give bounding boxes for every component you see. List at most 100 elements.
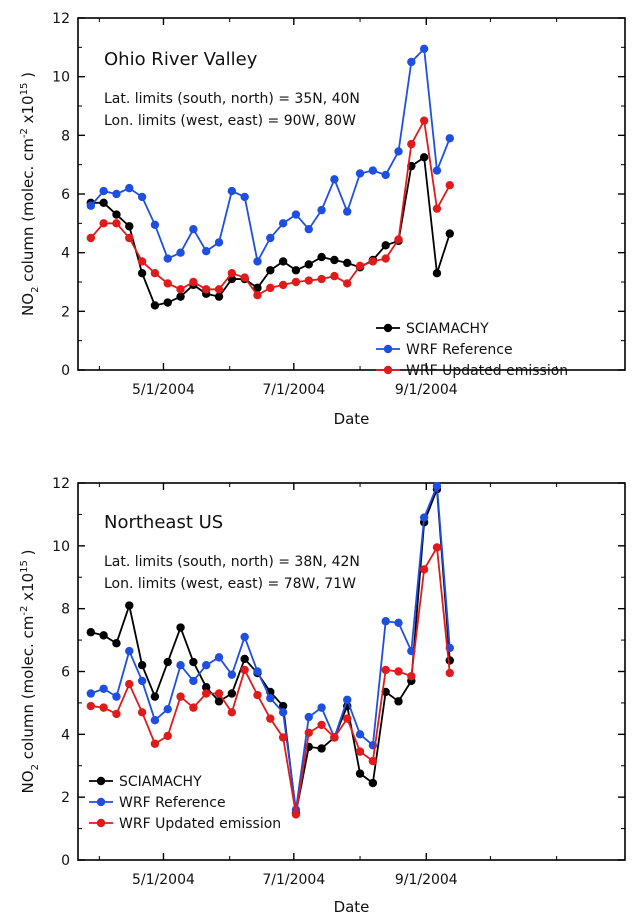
y-axis-label: NO2 column (molec. cm-2 x1015 ) bbox=[19, 72, 41, 316]
legend-marker bbox=[383, 323, 393, 333]
data-point bbox=[125, 601, 134, 610]
data-point bbox=[112, 639, 121, 648]
data-point bbox=[125, 679, 134, 689]
legend-marker bbox=[96, 776, 106, 786]
data-point bbox=[278, 280, 288, 290]
data-point bbox=[343, 207, 352, 216]
y-tick-label: 2 bbox=[61, 790, 70, 806]
data-point bbox=[304, 260, 313, 269]
data-point bbox=[330, 271, 339, 281]
data-point bbox=[99, 631, 108, 640]
y-tick-label: 8 bbox=[61, 602, 70, 618]
data-point bbox=[202, 661, 211, 670]
data-point bbox=[202, 689, 211, 698]
data-point bbox=[112, 210, 121, 219]
x-tick-label: 9/1/2004 bbox=[395, 382, 458, 398]
data-point bbox=[227, 708, 237, 717]
data-point bbox=[150, 715, 160, 725]
data-point bbox=[137, 192, 147, 202]
data-point bbox=[419, 565, 429, 574]
series-line bbox=[90, 46, 451, 265]
data-point bbox=[163, 279, 172, 288]
chart-annotation: Lon. limits (west, east) = 90W, 80W bbox=[104, 113, 356, 129]
data-point bbox=[343, 695, 352, 704]
data-point bbox=[330, 733, 339, 742]
data-point bbox=[317, 252, 326, 262]
data-point bbox=[214, 238, 224, 247]
data-point bbox=[266, 233, 275, 243]
data-point bbox=[317, 205, 326, 215]
x-tick-label: 7/1/2004 bbox=[262, 872, 325, 888]
data-point bbox=[381, 170, 390, 180]
data-point bbox=[112, 709, 121, 719]
data-point bbox=[266, 714, 275, 723]
legend-label: WRF Reference bbox=[119, 795, 226, 811]
y-tick-label: 4 bbox=[61, 727, 70, 743]
x-axis-label: Date bbox=[334, 410, 370, 428]
data-point bbox=[445, 134, 454, 143]
data-point bbox=[445, 656, 454, 665]
legend-label: SCIAMACHY bbox=[406, 321, 489, 337]
data-point bbox=[368, 257, 378, 266]
legend-marker bbox=[383, 365, 393, 375]
data-point bbox=[214, 292, 224, 301]
legend-label: SCIAMACHY bbox=[119, 774, 202, 790]
data-point bbox=[253, 690, 262, 700]
data-point bbox=[407, 672, 416, 681]
legend-label: WRF Updated emission bbox=[406, 363, 568, 379]
data-point bbox=[394, 147, 403, 156]
data-point bbox=[291, 210, 301, 219]
data-point bbox=[343, 714, 352, 723]
data-point bbox=[125, 183, 134, 193]
data-point bbox=[330, 175, 339, 184]
data-point bbox=[368, 756, 378, 766]
data-point bbox=[355, 730, 365, 739]
data-point bbox=[432, 543, 442, 552]
data-point bbox=[381, 254, 390, 263]
data-point bbox=[227, 670, 237, 679]
chart-panel-1: 0 2 4 6 8 10 12 5/1/2004 7/1/2004 9/1/2004 Date NO2… bbox=[19, 11, 626, 428]
y-tick-label: 8 bbox=[61, 128, 70, 144]
data-point bbox=[150, 739, 160, 748]
data-point bbox=[240, 654, 249, 664]
data-point bbox=[317, 703, 326, 712]
data-point bbox=[394, 697, 403, 706]
data-point bbox=[381, 665, 390, 675]
data-point bbox=[86, 233, 96, 243]
data-point bbox=[266, 283, 275, 293]
data-point bbox=[330, 255, 339, 265]
data-point bbox=[214, 689, 224, 698]
data-point bbox=[137, 661, 147, 670]
data-point bbox=[291, 266, 301, 275]
data-point bbox=[189, 703, 198, 712]
data-point bbox=[381, 617, 390, 626]
data-point bbox=[176, 692, 185, 701]
data-point bbox=[163, 298, 172, 307]
data-point bbox=[112, 219, 121, 228]
data-point bbox=[432, 166, 442, 175]
data-point bbox=[176, 248, 185, 257]
data-point bbox=[419, 116, 429, 125]
chart-title: Northeast US bbox=[104, 512, 223, 533]
data-point bbox=[240, 665, 249, 675]
x-axis-label: Date bbox=[334, 898, 370, 916]
data-point bbox=[355, 261, 365, 271]
legend-marker bbox=[96, 797, 106, 807]
chart-annotation: Lat. limits (south, north) = 38N, 42N bbox=[104, 554, 360, 570]
data-point bbox=[125, 646, 134, 656]
data-point bbox=[317, 720, 326, 730]
data-point bbox=[419, 153, 429, 162]
y-tick-label: 12 bbox=[52, 11, 70, 27]
data-point bbox=[355, 747, 365, 756]
chart-title: Ohio River Valley bbox=[104, 49, 258, 70]
data-point bbox=[394, 235, 403, 244]
data-point bbox=[99, 703, 108, 712]
data-point bbox=[278, 257, 288, 266]
data-point bbox=[137, 708, 147, 717]
data-point bbox=[253, 667, 262, 676]
data-point bbox=[432, 204, 442, 213]
data-point bbox=[227, 186, 237, 196]
data-point bbox=[176, 292, 185, 301]
chart-panel-2: 0 2 4 6 8 10 12 5/1/2004 7/1/2004 9/1/2004 Date NO2… bbox=[19, 476, 626, 916]
data-point bbox=[253, 257, 262, 266]
